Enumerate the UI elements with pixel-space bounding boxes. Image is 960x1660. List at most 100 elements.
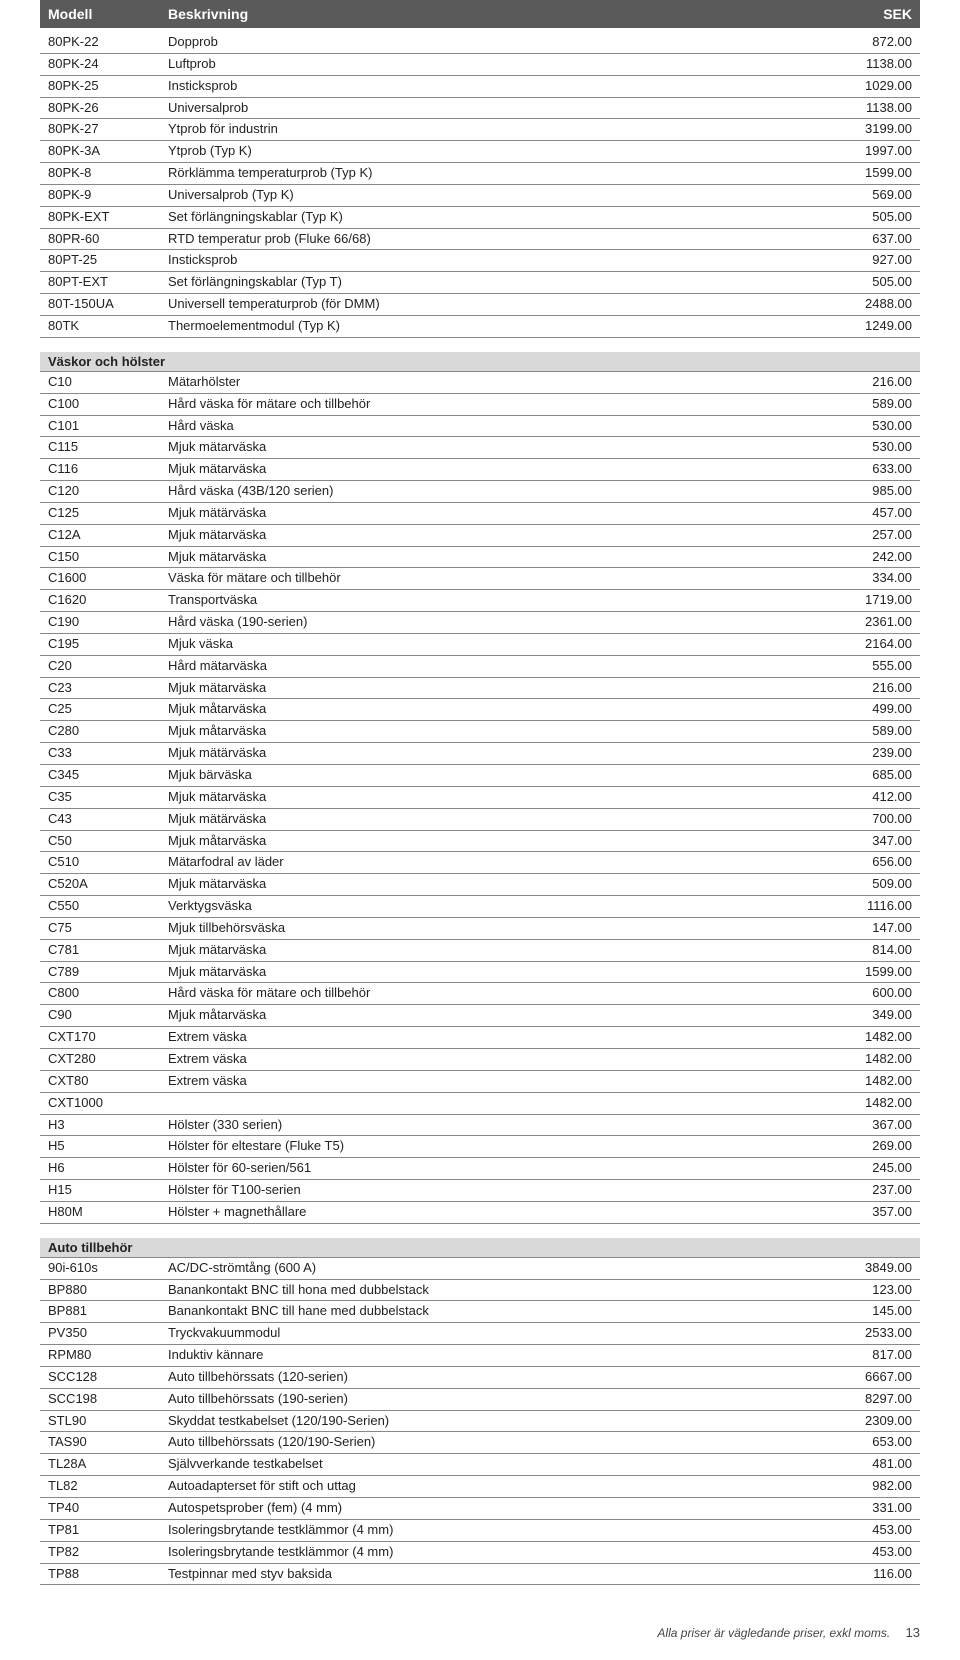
cell-model: C150 <box>48 548 168 567</box>
cell-sek: 509.00 <box>832 875 912 894</box>
table-header: Modell Beskrivning SEK <box>40 0 920 28</box>
table-row: C781Mjuk mätarväska814.00 <box>40 940 920 962</box>
cell-desc: Transportväska <box>168 591 832 610</box>
cell-sek: 257.00 <box>832 526 912 545</box>
cell-sek: 3849.00 <box>832 1259 912 1278</box>
cell-desc: Mjuk väska <box>168 635 832 654</box>
cell-sek: 685.00 <box>832 766 912 785</box>
cell-model: CXT1000 <box>48 1094 168 1113</box>
cell-model: PV350 <box>48 1324 168 1343</box>
cell-sek: 457.00 <box>832 504 912 523</box>
table-row: C1620Transportväska1719.00 <box>40 590 920 612</box>
cell-model: C116 <box>48 460 168 479</box>
cell-sek: 145.00 <box>832 1302 912 1321</box>
table-row: 80PK-26Universalprob1138.00 <box>40 98 920 120</box>
cell-desc: Mjuk mätarväska <box>168 460 832 479</box>
cell-desc: Ytprob (Typ K) <box>168 142 832 161</box>
cell-sek: 453.00 <box>832 1543 912 1562</box>
footer-text: Alla priser är vägledande priser, exkl m… <box>657 1626 890 1640</box>
cell-desc: Mjuk tillbehörsväska <box>168 919 832 938</box>
table-row: 80PK-8Rörklämma temperaturprob (Typ K)15… <box>40 163 920 185</box>
cell-desc: Ytprob för industrin <box>168 120 832 139</box>
cell-desc: Hård väska för mätare och tillbehör <box>168 395 832 414</box>
table-row: C150Mjuk mätarväska242.00 <box>40 547 920 569</box>
table-body: 80PK-22Dopprob872.0080PK-24Luftprob1138.… <box>40 32 920 1585</box>
table-row: CXT10001482.00 <box>40 1093 920 1115</box>
table-row: H3Hölster (330 serien)367.00 <box>40 1115 920 1137</box>
cell-desc: Mjuk mätärväska <box>168 504 832 523</box>
cell-model: C75 <box>48 919 168 938</box>
table-row: CXT170Extrem väska1482.00 <box>40 1027 920 1049</box>
cell-model: TP82 <box>48 1543 168 1562</box>
table-row: C800Hård väska för mätare och tillbehör6… <box>40 983 920 1005</box>
cell-sek: 505.00 <box>832 273 912 292</box>
cell-sek: 589.00 <box>832 395 912 414</box>
cell-desc: Mjuk måtarväska <box>168 722 832 741</box>
cell-sek: 334.00 <box>832 569 912 588</box>
cell-sek: 6667.00 <box>832 1368 912 1387</box>
cell-sek: 481.00 <box>832 1455 912 1474</box>
table-row: PV350Tryckvakuummodul2533.00 <box>40 1323 920 1345</box>
cell-sek: 814.00 <box>832 941 912 960</box>
header-sek: SEK <box>832 6 912 22</box>
cell-model: C10 <box>48 373 168 392</box>
table-row: C1600Väska för mätare och tillbehör334.0… <box>40 568 920 590</box>
cell-sek: 331.00 <box>832 1499 912 1518</box>
section-title: Auto tillbehör <box>40 1238 920 1258</box>
cell-model: C1600 <box>48 569 168 588</box>
header-desc: Beskrivning <box>168 6 832 22</box>
cell-model: C510 <box>48 853 168 872</box>
cell-desc: Induktiv kännare <box>168 1346 832 1365</box>
table-row: C50Mjuk måtarväska347.00 <box>40 831 920 853</box>
table-row: H5Hölster för eltestare (Fluke T5)269.00 <box>40 1136 920 1158</box>
table-row: C25Mjuk måtarväska499.00 <box>40 699 920 721</box>
table-row: BP881Banankontakt BNC till hane med dubb… <box>40 1301 920 1323</box>
cell-sek: 123.00 <box>832 1281 912 1300</box>
cell-desc: Mjuk måtarväska <box>168 700 832 719</box>
cell-desc: Mjuk mätarväska <box>168 875 832 894</box>
cell-desc: Auto tillbehörssats (190-serien) <box>168 1390 832 1409</box>
page-number: 13 <box>906 1625 920 1640</box>
cell-desc: Mjuk mätarväska <box>168 679 832 698</box>
table-row: STL90Skyddat testkabelset (120/190-Serie… <box>40 1411 920 1433</box>
cell-model: C25 <box>48 700 168 719</box>
cell-sek: 453.00 <box>832 1521 912 1540</box>
cell-desc: RTD temperatur prob (Fluke 66/68) <box>168 230 832 249</box>
cell-model: H15 <box>48 1181 168 1200</box>
cell-desc: Mjuk mätärväska <box>168 744 832 763</box>
cell-model: RPM80 <box>48 1346 168 1365</box>
cell-model: C100 <box>48 395 168 414</box>
section-title: Väskor och hölster <box>40 352 920 372</box>
cell-model: CXT280 <box>48 1050 168 1069</box>
cell-sek: 1482.00 <box>832 1072 912 1091</box>
cell-sek: 2309.00 <box>832 1412 912 1431</box>
cell-model: C43 <box>48 810 168 829</box>
cell-model: 80PK-9 <box>48 186 168 205</box>
cell-desc: Auto tillbehörssats (120/190-Serien) <box>168 1433 832 1452</box>
table-row: 90i-610sAC/DC-strömtång (600 A)3849.00 <box>40 1258 920 1280</box>
table-row: 80PK-24Luftprob1138.00 <box>40 54 920 76</box>
cell-sek: 1599.00 <box>832 164 912 183</box>
table-row: CXT80Extrem väska1482.00 <box>40 1071 920 1093</box>
cell-model: C90 <box>48 1006 168 1025</box>
cell-model: C345 <box>48 766 168 785</box>
cell-sek: 216.00 <box>832 679 912 698</box>
cell-desc: Hölster + magnethållare <box>168 1203 832 1222</box>
cell-model: C280 <box>48 722 168 741</box>
cell-desc: Set förlängningskablar (Typ T) <box>168 273 832 292</box>
cell-sek: 555.00 <box>832 657 912 676</box>
cell-model: H5 <box>48 1137 168 1156</box>
cell-desc <box>168 1094 832 1113</box>
cell-model: H80M <box>48 1203 168 1222</box>
cell-model: C1620 <box>48 591 168 610</box>
table-row: C789Mjuk mätarväska1599.00 <box>40 962 920 984</box>
cell-model: C120 <box>48 482 168 501</box>
cell-desc: Luftprob <box>168 55 832 74</box>
table-row: 80TKThermoelementmodul (Typ K)1249.00 <box>40 316 920 338</box>
cell-model: 80PK-24 <box>48 55 168 74</box>
cell-sek: 1138.00 <box>832 99 912 118</box>
cell-sek: 505.00 <box>832 208 912 227</box>
cell-model: SCC128 <box>48 1368 168 1387</box>
cell-model: H6 <box>48 1159 168 1178</box>
table-row: C90Mjuk måtarväska349.00 <box>40 1005 920 1027</box>
